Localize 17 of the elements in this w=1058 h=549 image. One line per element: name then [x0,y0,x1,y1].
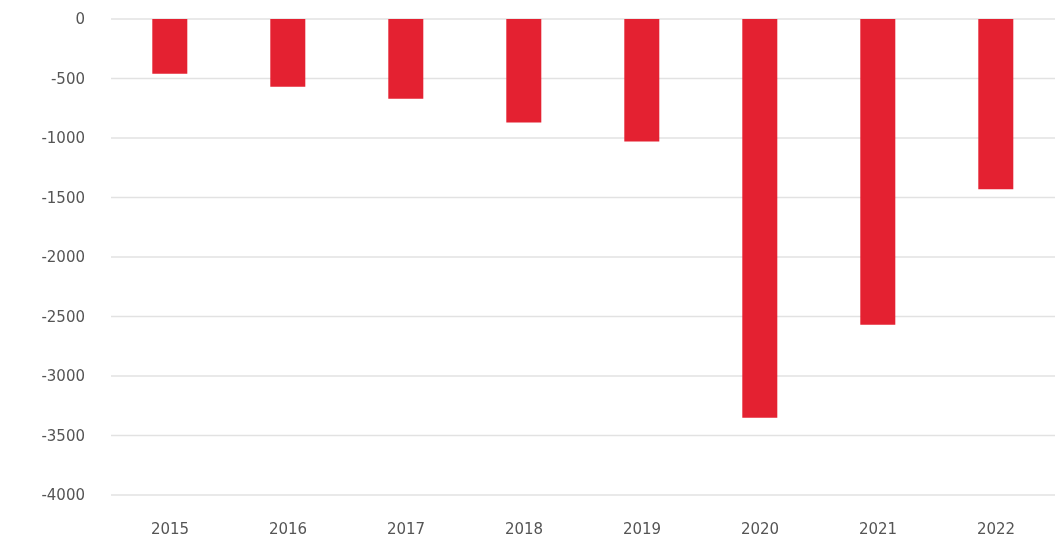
x-tick-label: 2017 [386,519,426,538]
y-tick-label: -2500 [41,307,85,326]
x-tick-label: 2021 [858,519,898,538]
x-tick-label: 2022 [976,519,1016,538]
y-tick-label: -2000 [41,248,85,267]
y-tick-label: -1000 [41,129,85,148]
x-tick-label: 2020 [740,519,780,538]
y-tick-label: 0 [75,10,85,29]
y-tick-label: -3000 [41,367,85,386]
y-tick-label: -3500 [41,426,85,445]
x-tick-label: 2018 [504,519,544,538]
y-tick-label: -4000 [41,486,85,505]
x-tick-label: 2016 [268,519,308,538]
x-tick-label: 2015 [150,519,190,538]
y-tick-label: -1500 [41,188,85,207]
y-tick-label: -500 [50,69,85,88]
x-tick-label: 2019 [622,519,662,538]
